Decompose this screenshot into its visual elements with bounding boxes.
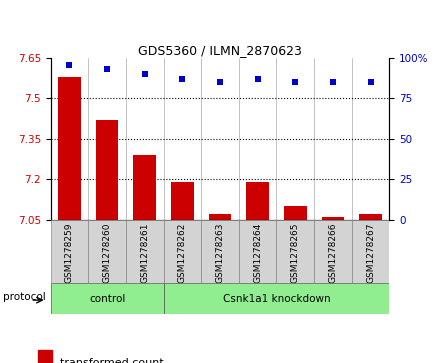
- Bar: [133, 155, 156, 220]
- Text: Csnk1a1 knockdown: Csnk1a1 knockdown: [223, 294, 330, 303]
- Text: GSM1278259: GSM1278259: [65, 223, 74, 283]
- Point: [179, 76, 186, 82]
- Text: GSM1278263: GSM1278263: [216, 223, 224, 283]
- Point: [216, 79, 224, 85]
- Title: GDS5360 / ILMN_2870623: GDS5360 / ILMN_2870623: [138, 44, 302, 57]
- Text: GSM1278260: GSM1278260: [103, 223, 112, 283]
- Point: [66, 62, 73, 68]
- Bar: [322, 217, 344, 220]
- Point: [292, 79, 299, 85]
- Bar: [96, 120, 118, 220]
- Bar: [201, 220, 239, 283]
- Bar: [51, 220, 88, 283]
- Bar: [88, 220, 126, 283]
- Point: [330, 79, 337, 85]
- Bar: [164, 283, 389, 314]
- Text: GSM1278266: GSM1278266: [328, 223, 337, 283]
- Bar: [276, 220, 314, 283]
- Bar: [209, 214, 231, 220]
- Bar: [284, 206, 307, 220]
- Text: GSM1278264: GSM1278264: [253, 223, 262, 283]
- Point: [367, 79, 374, 85]
- Bar: [314, 220, 352, 283]
- Bar: [246, 182, 269, 220]
- Bar: [171, 182, 194, 220]
- Text: transformed count: transformed count: [60, 358, 164, 363]
- Bar: [58, 77, 81, 220]
- Bar: [239, 220, 276, 283]
- Point: [103, 66, 110, 72]
- Text: GSM1278267: GSM1278267: [366, 223, 375, 283]
- Text: control: control: [89, 294, 125, 303]
- Bar: [359, 214, 382, 220]
- Text: GSM1278265: GSM1278265: [291, 223, 300, 283]
- Point: [254, 76, 261, 82]
- Bar: [51, 283, 164, 314]
- Text: GSM1278261: GSM1278261: [140, 223, 149, 283]
- Bar: [38, 350, 52, 363]
- Text: protocol: protocol: [3, 292, 45, 302]
- Bar: [352, 220, 389, 283]
- Point: [141, 72, 148, 77]
- Bar: [126, 220, 164, 283]
- Bar: [164, 220, 201, 283]
- Text: GSM1278262: GSM1278262: [178, 223, 187, 283]
